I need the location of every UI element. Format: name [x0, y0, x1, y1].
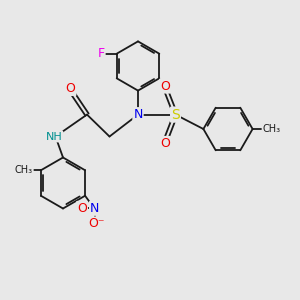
Text: F: F [98, 47, 105, 60]
Text: N: N [90, 202, 99, 215]
Text: S: S [171, 108, 180, 122]
Text: O⁻: O⁻ [88, 218, 104, 230]
Text: O: O [77, 202, 87, 215]
Text: O: O [66, 82, 75, 95]
Text: N: N [133, 108, 143, 121]
Text: O: O [160, 137, 170, 150]
Text: CH₃: CH₃ [15, 165, 33, 175]
Text: CH₃: CH₃ [262, 124, 280, 134]
Text: NH: NH [46, 131, 62, 142]
Text: O: O [160, 80, 170, 93]
